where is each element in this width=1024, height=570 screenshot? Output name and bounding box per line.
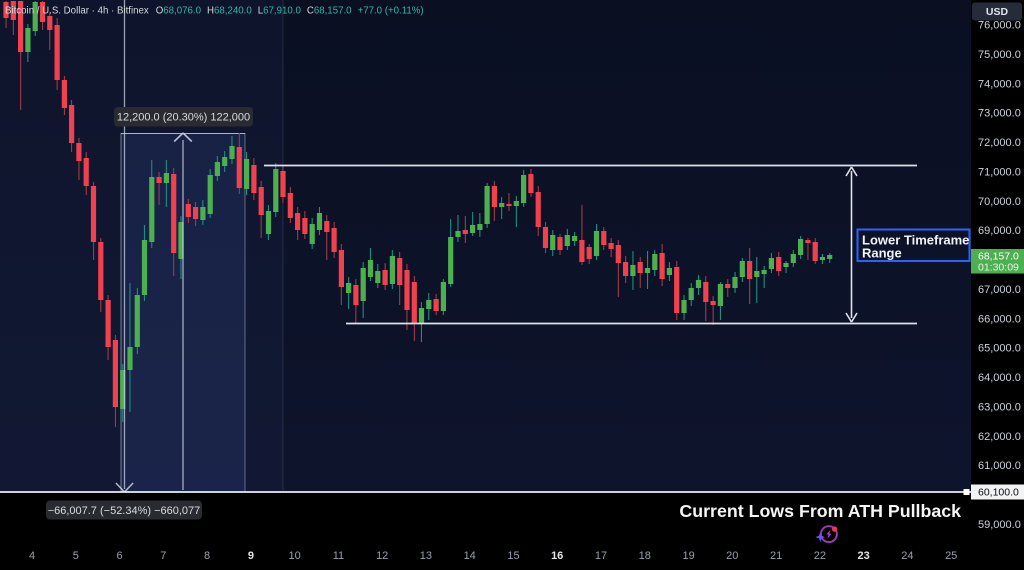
svg-text:9: 9	[248, 550, 254, 562]
svg-text:17: 17	[595, 550, 607, 562]
svg-text:70,000.0: 70,000.0	[978, 196, 1021, 208]
svg-text:64,000.0: 64,000.0	[978, 372, 1021, 384]
svg-text:11: 11	[333, 550, 344, 562]
svg-text:22: 22	[814, 550, 826, 562]
svg-text:24: 24	[901, 550, 913, 562]
svg-text:60,100.0: 60,100.0	[978, 487, 1019, 499]
svg-text:68,157.0: 68,157.0	[978, 251, 1019, 263]
svg-text:19: 19	[682, 550, 694, 562]
svg-text:63,000.0: 63,000.0	[978, 401, 1021, 413]
svg-text:67,000.0: 67,000.0	[978, 284, 1021, 296]
svg-text:25: 25	[945, 550, 957, 562]
svg-text:14: 14	[464, 550, 476, 562]
svg-text:12: 12	[376, 550, 388, 562]
svg-text:7: 7	[160, 550, 166, 562]
svg-text:13: 13	[420, 550, 432, 562]
svg-text:76,000.0: 76,000.0	[978, 20, 1021, 32]
svg-text:65,000.0: 65,000.0	[978, 343, 1021, 355]
svg-text:72,000.0: 72,000.0	[978, 137, 1021, 149]
svg-text:Bitcoin / U.S. Dollar · 4h · B: Bitcoin / U.S. Dollar · 4h · Bitfinex O68…	[5, 6, 424, 17]
svg-text:18: 18	[639, 550, 651, 562]
svg-text:−66,007.7 (−52.34%) −660,077: −66,007.7 (−52.34%) −660,077	[48, 505, 201, 517]
svg-text:Lower Timeframe: Lower Timeframe	[862, 233, 969, 248]
svg-text:61,000.0: 61,000.0	[978, 460, 1021, 472]
svg-text:75,000.0: 75,000.0	[978, 49, 1021, 61]
svg-text:10: 10	[288, 550, 300, 562]
svg-text:69,000.0: 69,000.0	[978, 225, 1021, 237]
svg-text:6: 6	[116, 550, 122, 562]
svg-text:5: 5	[73, 550, 79, 562]
svg-text:59,000.0: 59,000.0	[978, 519, 1021, 531]
svg-text:USD: USD	[986, 6, 1009, 18]
svg-text:20: 20	[726, 550, 738, 562]
svg-text:16: 16	[551, 550, 563, 562]
svg-text:66,000.0: 66,000.0	[978, 313, 1021, 325]
svg-text:Current Lows From ATH Pullback: Current Lows From ATH Pullback	[679, 501, 961, 521]
svg-text:12,200.0 (20.30%) 122,000: 12,200.0 (20.30%) 122,000	[117, 112, 250, 124]
svg-text:Range: Range	[862, 246, 902, 261]
svg-text:21: 21	[770, 550, 782, 562]
svg-text:62,000.0: 62,000.0	[978, 431, 1021, 443]
svg-text:4: 4	[29, 550, 35, 562]
svg-text:73,000.0: 73,000.0	[978, 108, 1021, 120]
svg-text:8: 8	[204, 550, 210, 562]
svg-text:01:30:09: 01:30:09	[978, 262, 1019, 274]
svg-text:74,000.0: 74,000.0	[978, 78, 1021, 90]
svg-text:15: 15	[507, 550, 519, 562]
svg-text:71,000.0: 71,000.0	[978, 167, 1021, 179]
svg-text:23: 23	[857, 550, 869, 562]
